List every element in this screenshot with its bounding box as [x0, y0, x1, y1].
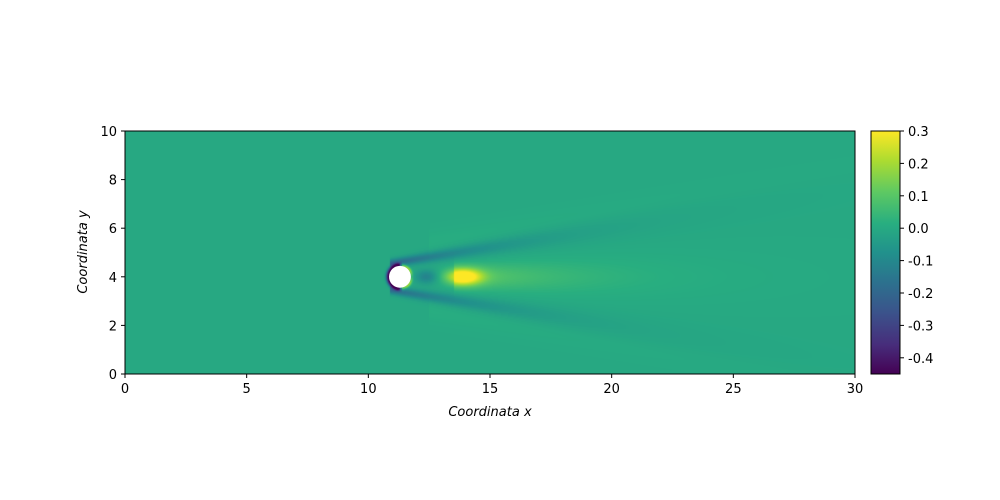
colorbar [870, 130, 901, 375]
y-axis: 0 2 4 6 8 10 [100, 125, 125, 383]
colorbar-tick-label: 0.2 [908, 157, 929, 172]
x-axis-label: Coordinata x [448, 405, 532, 420]
y-tick-label: 8 [109, 174, 117, 189]
cylinder-obstacle [389, 265, 411, 288]
colorbar-axis: 0.3 0.2 0.1 0.0 -0.1 -0.2 -0.3 -0.4 [900, 125, 933, 367]
colorbar-tick-label: -0.3 [908, 319, 933, 334]
x-tick-label: 20 [603, 382, 620, 397]
colorbar-tick-label: 0.3 [908, 125, 929, 140]
x-tick-label: 5 [243, 382, 251, 397]
y-tick-label: 0 [109, 368, 117, 383]
colorbar-tick-label: 0.0 [908, 222, 929, 237]
heatmap-field [125, 131, 855, 374]
x-axis: 0 5 10 15 20 25 30 [121, 374, 863, 397]
colorbar-tick-label: -0.4 [908, 352, 933, 367]
x-tick-label: 10 [360, 382, 377, 397]
y-tick-label: 10 [100, 125, 117, 140]
x-tick-label: 30 [847, 382, 864, 397]
colorbar-tick-label: -0.1 [908, 255, 933, 270]
y-tick-label: 2 [109, 319, 117, 334]
x-tick-label: 0 [121, 382, 129, 397]
heatmap-image [125, 131, 855, 374]
y-tick-label: 4 [109, 271, 117, 286]
colorbar-tick-label: 0.1 [908, 190, 929, 205]
x-tick-label: 15 [482, 382, 499, 397]
y-tick-label: 6 [109, 222, 117, 237]
x-tick-label: 25 [725, 382, 742, 397]
y-axis-label: Coordinata y [76, 210, 91, 294]
colorbar-tick-label: -0.2 [908, 287, 933, 302]
